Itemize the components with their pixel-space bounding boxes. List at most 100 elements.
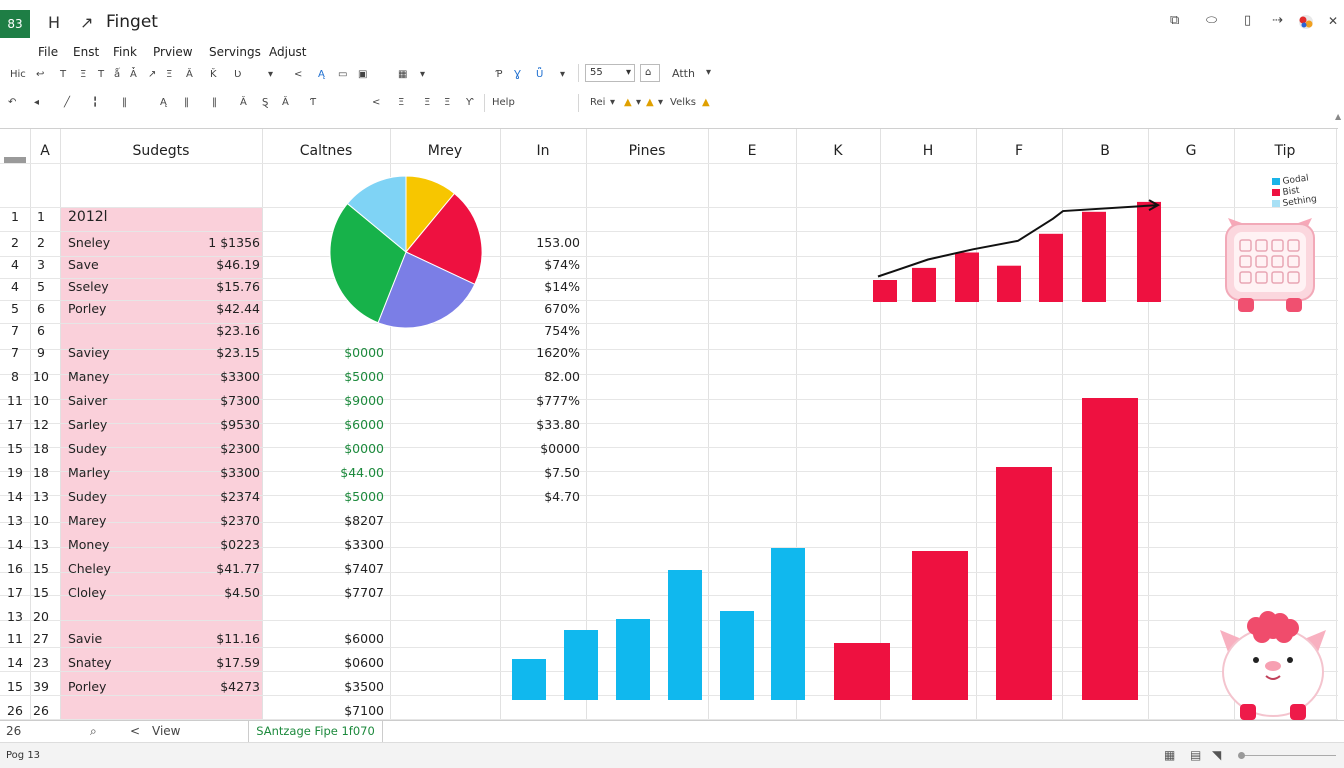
row-number[interactable]: 13 bbox=[7, 513, 23, 528]
cell-name[interactable]: Snatey bbox=[68, 655, 112, 670]
cell-amount[interactable]: $15.76 bbox=[216, 279, 260, 294]
ribbon-btn[interactable]: ↗ bbox=[148, 69, 157, 80]
row-number[interactable]: 4 bbox=[11, 257, 19, 272]
cell-calories[interactable]: $7407 bbox=[344, 561, 384, 576]
share-icon[interactable]: ⧉ bbox=[1170, 13, 1180, 28]
select-all-corner[interactable] bbox=[4, 157, 26, 163]
cell-name[interactable]: Porley bbox=[68, 679, 107, 694]
cell-calories[interactable]: $7100 bbox=[344, 703, 384, 718]
ribbon-btn[interactable]: ǻ bbox=[114, 69, 121, 80]
row-number[interactable]: 17 bbox=[7, 585, 23, 600]
cell-in[interactable]: 670% bbox=[544, 301, 580, 316]
cell-name[interactable]: Sudey bbox=[68, 489, 107, 504]
ribbon-btn[interactable]: Ǎ bbox=[186, 69, 193, 80]
cell-amount[interactable]: $0223 bbox=[220, 537, 260, 552]
row-number[interactable]: 16 bbox=[7, 561, 23, 576]
chevron-down-icon[interactable]: ▾ bbox=[610, 97, 616, 108]
cell-amount[interactable]: 1 $1356 bbox=[208, 235, 260, 250]
cell-name[interactable]: Sseley bbox=[68, 279, 109, 294]
column-header[interactable]: H bbox=[922, 143, 934, 159]
cell-in[interactable]: $74% bbox=[544, 257, 580, 272]
cell-calories[interactable]: $7707 bbox=[344, 585, 384, 600]
ribbon-btn[interactable]: Ɣ bbox=[514, 69, 521, 80]
ribbon-btn[interactable]: ‖ bbox=[122, 97, 127, 108]
phone-icon[interactable]: ▯ bbox=[1244, 13, 1252, 28]
row-number[interactable]: 5 bbox=[11, 301, 19, 316]
ribbon-btn[interactable]: Ǩ bbox=[210, 69, 217, 80]
highlight-icon[interactable]: ▲ bbox=[624, 97, 632, 108]
row-number[interactable]: 15 bbox=[7, 679, 23, 694]
minimize-icon[interactable]: ⇢ bbox=[1272, 13, 1283, 28]
cell-in[interactable]: 82.00 bbox=[544, 369, 580, 384]
cell-a[interactable]: 2 bbox=[37, 235, 45, 250]
cell-a[interactable]: 10 bbox=[33, 369, 49, 384]
cell-name[interactable]: Saiver bbox=[68, 393, 108, 408]
cell-amount[interactable]: $9530 bbox=[220, 417, 260, 432]
fill-color-icon[interactable]: ▲ bbox=[646, 97, 654, 108]
column-header[interactable]: B bbox=[1100, 143, 1110, 159]
row-number[interactable]: 7 bbox=[11, 345, 19, 360]
cell-amount[interactable]: $42.44 bbox=[216, 301, 260, 316]
ribbon-btn[interactable]: ↶ bbox=[8, 97, 17, 108]
cell-a[interactable]: 27 bbox=[33, 631, 49, 646]
account-icon[interactable] bbox=[1298, 14, 1314, 30]
ribbon-btn[interactable]: Ƥ bbox=[496, 69, 503, 80]
cell-calories[interactable]: $0000 bbox=[344, 441, 384, 456]
cell-amount[interactable]: $2300 bbox=[220, 441, 260, 456]
cell-amount[interactable]: $23.15 bbox=[216, 345, 260, 360]
spreadsheet-grid[interactable]: A Sudegts Caltnes Mrey In Pines E K H F B G Tip 1 1 201… bbox=[0, 128, 1338, 720]
column-header[interactable]: F bbox=[1014, 143, 1024, 159]
cell-calories[interactable]: $0600 bbox=[344, 655, 384, 670]
ribbon-btn[interactable]: T bbox=[98, 69, 105, 80]
column-header[interactable]: Tip bbox=[1274, 143, 1296, 159]
ribbon-btn[interactable]: ▾ bbox=[268, 69, 274, 80]
cell-amount[interactable]: $17.59 bbox=[216, 655, 260, 670]
cell-calories[interactable]: $0000 bbox=[344, 345, 384, 360]
cell-a[interactable]: 12 bbox=[33, 417, 49, 432]
ribbon-btn[interactable]: Velks bbox=[670, 97, 696, 108]
cell-calories[interactable]: $5000 bbox=[344, 489, 384, 504]
cell-name[interactable]: Cloley bbox=[68, 585, 107, 600]
ribbon-btn[interactable]: ‖ bbox=[212, 97, 217, 108]
row-number[interactable]: 8 bbox=[11, 369, 19, 384]
row-number[interactable]: 11 bbox=[7, 631, 23, 646]
ribbon-btn[interactable]: Ξ bbox=[398, 97, 405, 108]
undo-icon[interactable]: ↗ bbox=[80, 13, 94, 32]
magnifier-icon[interactable]: ⌕ bbox=[90, 724, 97, 738]
ribbon-btn[interactable]: Ʋ bbox=[234, 69, 242, 80]
column-header[interactable]: Pines bbox=[628, 143, 666, 159]
cell-a[interactable]: 26 bbox=[33, 703, 49, 718]
cell-in[interactable]: $7.50 bbox=[544, 465, 580, 480]
cell-in[interactable]: $0000 bbox=[540, 441, 580, 456]
ribbon-btn[interactable]: ↩ bbox=[36, 69, 45, 80]
tab-prev[interactable]: < bbox=[130, 724, 141, 738]
ribbon-btn[interactable]: Ƴ bbox=[466, 97, 474, 108]
menu-file[interactable]: File bbox=[38, 45, 59, 59]
ribbon-btn[interactable]: ▣ bbox=[358, 69, 368, 80]
column-header[interactable]: E bbox=[747, 143, 757, 159]
ribbon-btn[interactable]: Ǎ bbox=[240, 97, 247, 108]
cell-a[interactable]: 13 bbox=[33, 489, 49, 504]
menu-fink[interactable]: Fink bbox=[113, 45, 137, 59]
comment-icon[interactable]: ⬭ bbox=[1206, 13, 1218, 28]
cell-in[interactable]: $777% bbox=[536, 393, 580, 408]
cell-name[interactable]: Saviey bbox=[68, 345, 110, 360]
zoom-slider-knob[interactable] bbox=[1238, 752, 1245, 759]
row-number[interactable]: 14 bbox=[7, 655, 23, 670]
cell-calories[interactable]: $6000 bbox=[344, 631, 384, 646]
page-layout-icon[interactable]: ▤ bbox=[1190, 748, 1202, 762]
font-size-select[interactable]: 55 ▾ bbox=[585, 64, 635, 82]
cell-a[interactable]: 10 bbox=[33, 393, 49, 408]
cell-amount[interactable]: $46.19 bbox=[216, 257, 260, 272]
help-button[interactable]: Help bbox=[492, 97, 515, 108]
row-number[interactable]: 13 bbox=[7, 609, 23, 624]
column-header[interactable]: Mrey bbox=[427, 143, 463, 159]
cell-a[interactable]: 10 bbox=[33, 513, 49, 528]
cell-amount[interactable]: $7300 bbox=[220, 393, 260, 408]
column-header[interactable]: Caltnes bbox=[299, 143, 353, 159]
row-number[interactable]: 7 bbox=[11, 323, 19, 338]
ribbon-btn[interactable]: Ξ bbox=[166, 69, 173, 80]
cell-name[interactable]: Marey bbox=[68, 513, 107, 528]
column-header[interactable]: Sudegts bbox=[132, 143, 190, 159]
ribbon-btn[interactable]: Ǡ bbox=[130, 69, 137, 80]
